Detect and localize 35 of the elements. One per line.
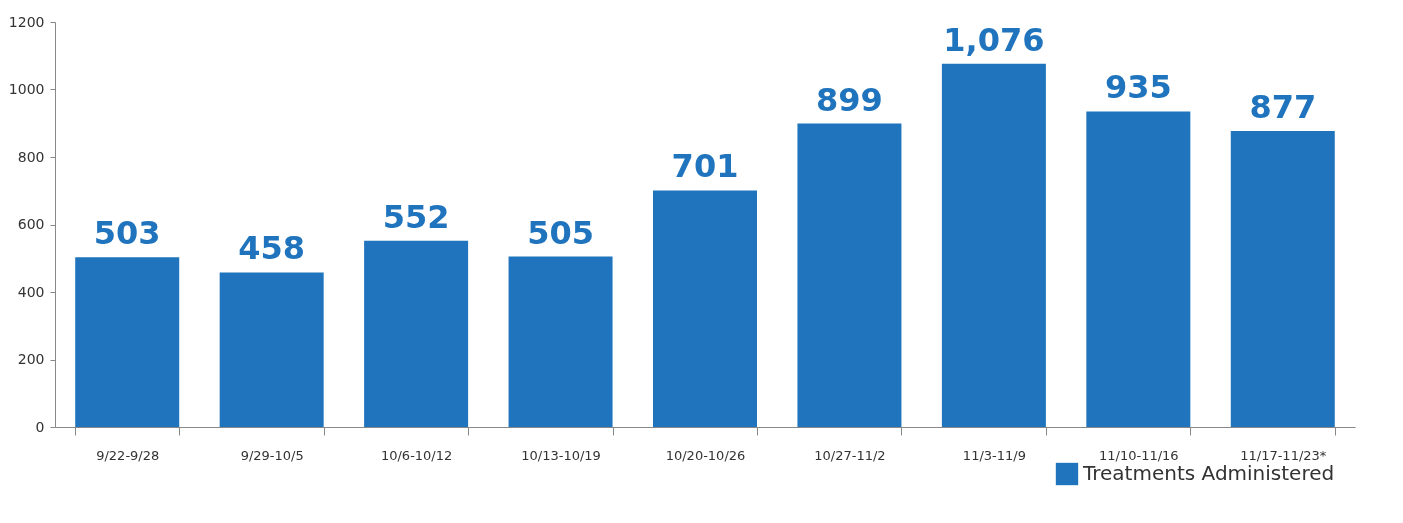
x-tick-label: 11/17-11/23* bbox=[1240, 447, 1327, 463]
x-tick-label: 10/27-11/2 bbox=[814, 447, 886, 463]
y-tick-label: 200 bbox=[17, 351, 45, 367]
bar bbox=[1086, 111, 1191, 427]
x-tick-label: 10/6-10/12 bbox=[380, 447, 453, 463]
y-tick-label: 400 bbox=[17, 283, 45, 300]
text: 505 bbox=[527, 213, 594, 252]
bar bbox=[1230, 131, 1335, 427]
x-tick-label: 9/22-9/28 bbox=[96, 447, 160, 463]
text: 552 bbox=[382, 197, 450, 236]
bar bbox=[797, 123, 902, 427]
bar bbox=[508, 256, 613, 427]
x-tick-label: 10/20-10/26 bbox=[665, 447, 746, 463]
text: 877 bbox=[1249, 88, 1317, 127]
bar bbox=[941, 63, 1046, 427]
legend-label: Treatments Administered bbox=[1082, 461, 1335, 485]
text: 503 bbox=[93, 214, 161, 253]
y-tick-label: 1200 bbox=[8, 13, 45, 30]
text: 701 bbox=[671, 147, 739, 186]
y-tick-label: 1000 bbox=[8, 81, 45, 97]
text: 899 bbox=[816, 80, 883, 119]
bar bbox=[75, 257, 180, 427]
y-tick-label: 600 bbox=[17, 216, 45, 232]
text: 1,076 bbox=[943, 20, 1045, 59]
y-tick-label: 800 bbox=[17, 148, 45, 165]
text: 935 bbox=[1104, 68, 1172, 107]
y-tick-label: 0 bbox=[35, 418, 45, 435]
x-tick-label: 9/29-10/5 bbox=[240, 447, 304, 463]
text: 458 bbox=[238, 229, 306, 268]
bar bbox=[653, 190, 757, 427]
bar bbox=[364, 240, 469, 427]
x-tick-label: 10/13-10/19 bbox=[521, 447, 601, 463]
x-tick-label: 11/3-11/9 bbox=[962, 447, 1026, 463]
bar bbox=[219, 272, 324, 427]
x-tick-label: 11/10-11/16 bbox=[1099, 447, 1179, 463]
